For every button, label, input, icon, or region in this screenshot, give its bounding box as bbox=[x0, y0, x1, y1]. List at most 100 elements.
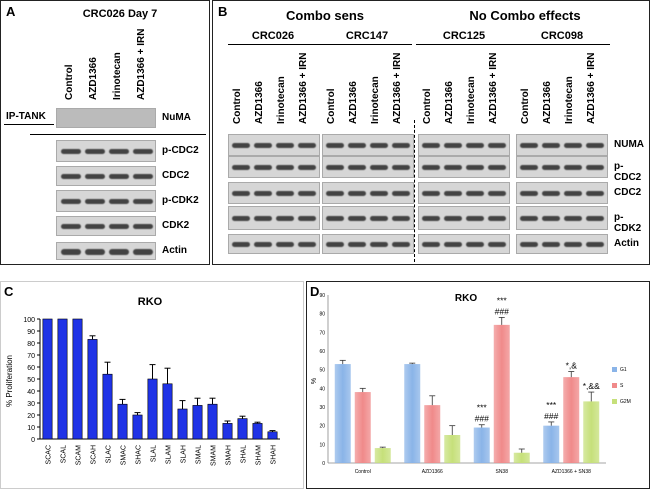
band bbox=[348, 191, 366, 196]
band bbox=[564, 191, 582, 196]
band bbox=[444, 191, 462, 196]
band bbox=[109, 149, 129, 154]
lane-label: Irinotecan bbox=[370, 76, 381, 124]
band bbox=[61, 199, 81, 204]
significance-annotation: *** bbox=[546, 400, 557, 410]
band bbox=[586, 216, 604, 221]
band bbox=[232, 191, 250, 196]
blot-strip bbox=[418, 206, 510, 230]
y-tick-label: 50 bbox=[27, 377, 35, 384]
lane-label: Irinotecan bbox=[466, 76, 477, 124]
group-crc147: CRC147 bbox=[345, 30, 389, 42]
x-tick-label: AZD1366 bbox=[422, 469, 443, 475]
row-label: p-CDC2 bbox=[162, 145, 199, 156]
band bbox=[488, 216, 506, 221]
blot-strip bbox=[516, 134, 608, 156]
header-combo-sens: Combo sens bbox=[285, 8, 364, 23]
y-tick-label: 70 bbox=[27, 353, 35, 360]
separator-dashed bbox=[414, 120, 415, 262]
y-axis-label: % bbox=[311, 378, 318, 384]
band bbox=[564, 216, 582, 221]
blot-strip bbox=[56, 140, 156, 162]
band bbox=[133, 174, 153, 179]
band bbox=[232, 242, 250, 247]
bar bbox=[177, 408, 188, 440]
band bbox=[392, 165, 410, 170]
band bbox=[276, 143, 294, 148]
lane-label: AZD1366 + IRN bbox=[136, 28, 147, 100]
blot-strip bbox=[56, 190, 156, 212]
band bbox=[392, 242, 410, 247]
significance-annotation: *** bbox=[477, 403, 488, 413]
band bbox=[520, 242, 538, 247]
band bbox=[422, 216, 440, 221]
legend-swatch bbox=[612, 367, 617, 372]
y-tick-label: 20 bbox=[27, 413, 35, 420]
band bbox=[254, 191, 272, 196]
band bbox=[488, 143, 506, 148]
band bbox=[348, 143, 366, 148]
band bbox=[109, 199, 129, 204]
band bbox=[326, 191, 344, 196]
y-tick-label: 80 bbox=[27, 341, 35, 348]
bar bbox=[404, 364, 421, 463]
row-label: NUMA bbox=[614, 139, 644, 150]
band bbox=[542, 165, 560, 170]
band bbox=[109, 249, 129, 255]
bar bbox=[222, 423, 233, 440]
group-crc098: CRC098 bbox=[540, 30, 584, 42]
band bbox=[276, 191, 294, 196]
panel-a-label: A bbox=[6, 4, 16, 19]
band bbox=[298, 216, 316, 221]
row-label: p-CDC2 bbox=[614, 161, 642, 183]
band bbox=[348, 216, 366, 221]
band bbox=[370, 242, 388, 247]
band bbox=[564, 242, 582, 247]
x-tick-label: Control bbox=[355, 469, 371, 475]
band bbox=[109, 224, 129, 229]
band bbox=[392, 191, 410, 196]
band bbox=[564, 143, 582, 148]
blot-strip bbox=[322, 234, 414, 254]
lane-label: AZD1366 + IRN bbox=[488, 52, 499, 124]
band bbox=[542, 216, 560, 221]
row-label: Actin bbox=[614, 238, 639, 249]
blot-strip bbox=[418, 134, 510, 156]
band bbox=[422, 143, 440, 148]
band bbox=[326, 165, 344, 170]
y-tick-label: 10 bbox=[319, 442, 325, 448]
band bbox=[254, 143, 272, 148]
band bbox=[133, 199, 153, 204]
bar bbox=[563, 377, 580, 463]
band bbox=[61, 174, 81, 179]
y-tick-label: 0 bbox=[31, 437, 35, 444]
significance-annotation: *,&& bbox=[583, 381, 600, 391]
blot-strip bbox=[418, 156, 510, 178]
band bbox=[520, 143, 538, 148]
band bbox=[298, 143, 316, 148]
x-tick-label: AZD1366 + SN38 bbox=[552, 469, 592, 475]
x-tick-label: SHAM bbox=[256, 445, 263, 465]
band bbox=[298, 242, 316, 247]
band bbox=[444, 242, 462, 247]
x-tick-label: SLAC bbox=[106, 445, 113, 463]
y-tick-label: 80 bbox=[319, 312, 325, 318]
band bbox=[444, 143, 462, 148]
band bbox=[85, 149, 105, 154]
band bbox=[370, 191, 388, 196]
x-tick-label: SLAL bbox=[151, 445, 158, 462]
band bbox=[466, 165, 484, 170]
blot-strip bbox=[418, 234, 510, 254]
band bbox=[586, 191, 604, 196]
group-crc026: CRC026 bbox=[251, 30, 295, 42]
band bbox=[254, 216, 272, 221]
band bbox=[422, 191, 440, 196]
bar bbox=[117, 403, 128, 440]
band bbox=[276, 242, 294, 247]
band bbox=[488, 191, 506, 196]
bar bbox=[252, 423, 263, 440]
band bbox=[370, 216, 388, 221]
blot-strip bbox=[516, 234, 608, 254]
band bbox=[520, 216, 538, 221]
band bbox=[232, 165, 250, 170]
